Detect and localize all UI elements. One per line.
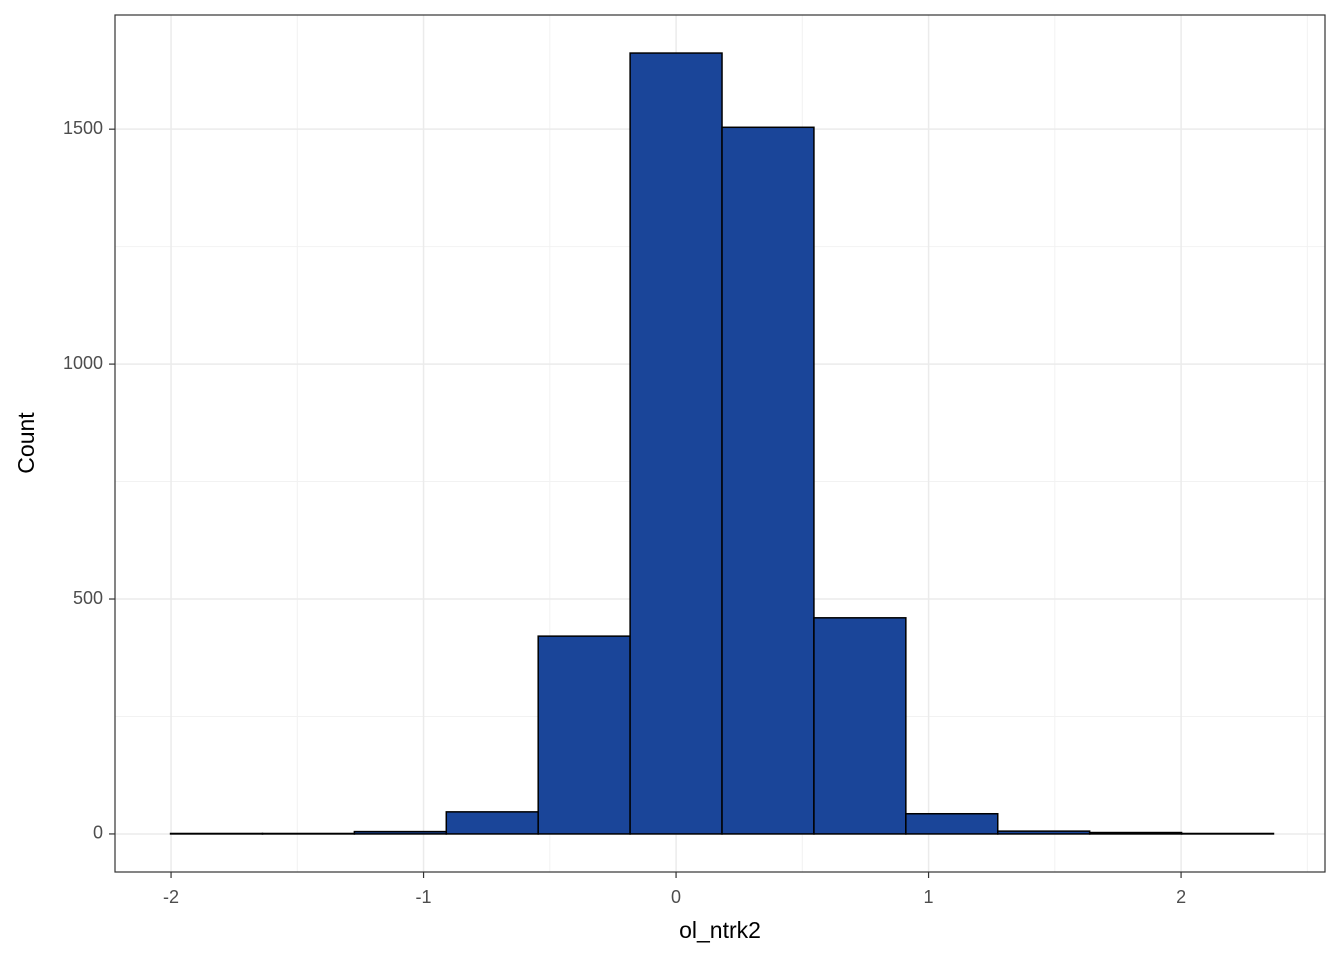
- bar: [722, 127, 814, 834]
- bar: [1090, 833, 1182, 834]
- y-axis-title: Count: [13, 412, 39, 474]
- x-tick-label: 2: [1176, 887, 1186, 907]
- bar: [354, 832, 446, 834]
- y-tick-label: 500: [73, 588, 103, 608]
- y-tick-label: 1000: [63, 353, 103, 373]
- y-tick-label: 1500: [63, 118, 103, 138]
- bar: [630, 53, 722, 834]
- bar: [538, 636, 630, 834]
- x-tick-label: -1: [416, 887, 432, 907]
- bar: [446, 812, 538, 834]
- x-tick-label: 0: [671, 887, 681, 907]
- y-tick-label: 0: [93, 823, 103, 843]
- bar: [998, 831, 1090, 834]
- bar: [814, 618, 906, 834]
- x-tick-label: 1: [924, 887, 934, 907]
- x-axis-title: ol_ntrk2: [679, 917, 761, 943]
- bar: [906, 814, 998, 834]
- x-tick-label: -2: [163, 887, 179, 907]
